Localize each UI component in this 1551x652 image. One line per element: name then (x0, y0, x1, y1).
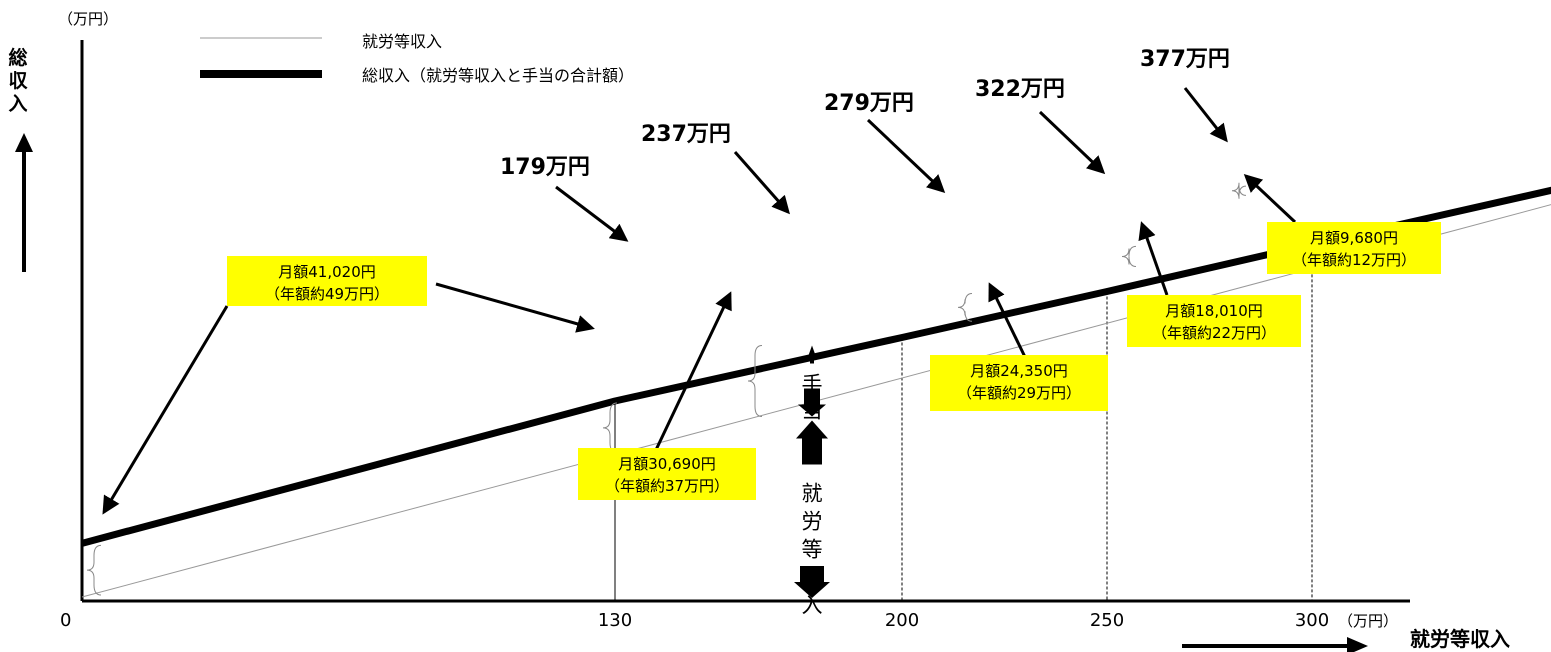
x-axis-title: 就労等収入 (1182, 627, 1510, 652)
legend: 就労等収入 総収入（就労等収入と手当の合計額） (200, 32, 634, 85)
allowance-arrow (102, 305, 229, 515)
allowance-monthly: 月額24,350円 (970, 362, 1068, 380)
allowance-box (930, 355, 1108, 411)
allowance-box (227, 256, 427, 306)
allowance-arrow (435, 282, 595, 333)
allowance-bracket (1231, 182, 1247, 199)
allowance-monthly: 月額41,020円 (278, 263, 376, 281)
legend-label-work-income: 就労等収入 (362, 32, 442, 51)
x-tick-label: 130 (598, 610, 632, 631)
y-axis-title: 総収入 (8, 46, 33, 272)
allowance-box (1267, 222, 1441, 274)
point-value-label: 322万円 (975, 77, 1065, 102)
point-value-label: 179万円 (500, 155, 590, 180)
allowance-annual: （年額約49万円） (265, 285, 389, 303)
allowance-up-arrow (807, 345, 817, 364)
allowance-down-arrow (798, 388, 826, 417)
annotation-work-income-char: 就 (802, 482, 823, 506)
allowance-box (1127, 295, 1301, 347)
allowance-monthly: 月額9,680円 (1310, 229, 1398, 247)
x-tick-label: 250 (1090, 610, 1124, 631)
point-value-label: 279万円 (824, 91, 914, 116)
allowance-annual: （年額約22万円） (1152, 324, 1276, 342)
work-income-up-arrow (796, 420, 828, 465)
allowance-bracket (957, 292, 973, 322)
work-income-down-arrow (794, 566, 830, 598)
allowance-box (578, 448, 756, 500)
x-unit-label: （万円） (1338, 612, 1398, 630)
point-label-arrow (1183, 87, 1228, 143)
allowance-arrow (653, 291, 732, 453)
allowance-bracket (86, 544, 102, 596)
allowance-arrow (1243, 173, 1297, 224)
allowance-monthly: 月額30,690円 (618, 455, 716, 473)
x-tick-label: 200 (885, 610, 919, 631)
annotation-work-income-char: 入 (802, 594, 823, 618)
svg-text:総収入: 総収入 (8, 46, 28, 115)
point-value-label: 377万円 (1140, 47, 1230, 72)
point-value-label: 237万円 (641, 122, 731, 147)
allowance-annual: （年額約29万円） (957, 384, 1081, 402)
annotation-work-income-char: 労 (802, 510, 823, 534)
allowance-arrow (1138, 221, 1169, 296)
point-label-arrow (555, 185, 629, 242)
allowance-bracket (747, 344, 763, 418)
allowance-monthly: 月額18,010円 (1165, 302, 1263, 320)
point-label-arrow (733, 151, 790, 215)
allowance-bracket (602, 402, 618, 454)
allowance-arrow (988, 282, 1027, 358)
x-origin-label: 0 (60, 610, 71, 631)
allowance-annual: （年額約12万円） (1292, 251, 1416, 269)
y-unit-label: （万円） (58, 10, 118, 28)
x-tick-label: 300 (1295, 610, 1329, 631)
annotation-work-income-char: 等 (802, 538, 823, 562)
legend-label-total-income: 総収入（就労等収入と手当の合計額） (362, 66, 634, 85)
svg-text:就労等収入: 就労等収入 (1410, 627, 1510, 651)
allowance-bracket (1121, 245, 1137, 267)
point-label-arrow (866, 118, 946, 194)
allowance-annual: （年額約37万円） (605, 477, 729, 495)
point-label-arrow (1038, 110, 1106, 175)
